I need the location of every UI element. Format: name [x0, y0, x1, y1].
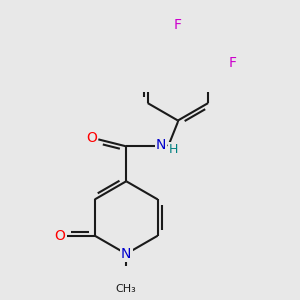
- Text: F: F: [229, 56, 237, 70]
- Text: O: O: [54, 229, 64, 243]
- Text: N: N: [156, 138, 166, 152]
- Text: N: N: [121, 247, 131, 261]
- Text: CH₃: CH₃: [116, 284, 136, 295]
- Text: F: F: [174, 18, 182, 32]
- Text: O: O: [86, 131, 97, 145]
- Text: H: H: [169, 143, 178, 156]
